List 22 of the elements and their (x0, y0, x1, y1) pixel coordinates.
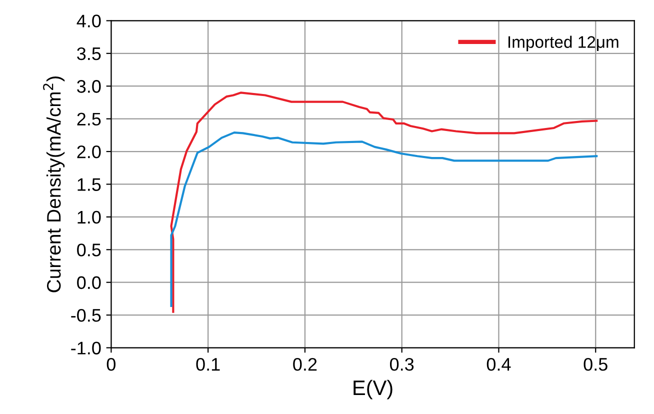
y-tick-label: 2.5 (77, 112, 101, 126)
y-tick-label: 1.5 (78, 178, 101, 191)
y-tick-label: 3.0 (77, 80, 101, 93)
y-tick-label: 3.5 (77, 47, 101, 60)
line-series (170, 92, 598, 313)
y-axis-title: Current Density(mA/cm$^{2}$) (43, 76, 65, 292)
x-tick-label: 0.1 (196, 358, 220, 371)
x-tick-label: 0 (106, 358, 116, 371)
y-tick-label: -0.5 (71, 308, 101, 322)
x-axis-title: E(V) (354, 380, 392, 400)
x-tick-label: 0.2 (293, 358, 317, 371)
legend-label: Imported 12μm (508, 36, 618, 52)
y-tick-label: 0.5 (77, 244, 101, 256)
x-tick-label: 0.5 (584, 358, 608, 371)
y-tick-label: -1.0 (71, 342, 101, 354)
line-series (170, 132, 598, 307)
x-tick-label: 0.3 (390, 358, 414, 371)
y-tick-label: 4.0 (76, 14, 101, 28)
y-tick-label: 0.0 (77, 276, 101, 290)
y-tick-label: 2.0 (77, 145, 101, 158)
y-tick-label: 1.0 (78, 210, 101, 224)
x-tick-label: 0.4 (486, 358, 511, 371)
